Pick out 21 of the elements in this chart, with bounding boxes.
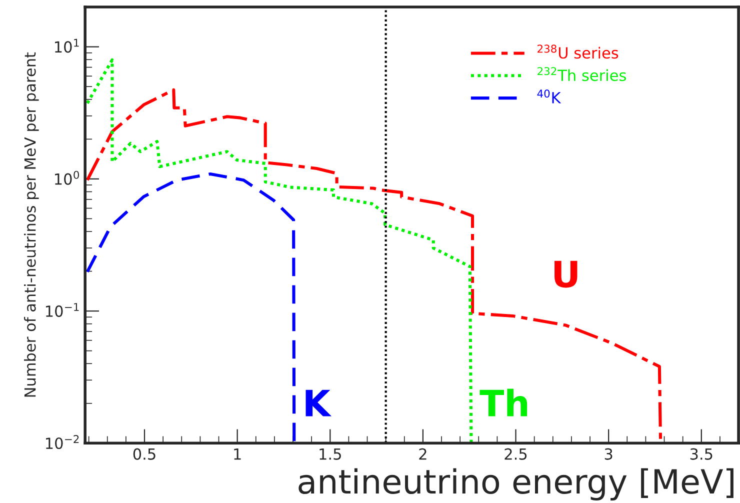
x-tick-label: 0.5 bbox=[133, 448, 156, 460]
x-tick-label: 2 bbox=[419, 448, 426, 460]
x-tick-label: 3 bbox=[604, 448, 612, 460]
y-tick-label: 10$^{0}$ bbox=[55, 170, 80, 185]
legend-label: $^{232}$Th series bbox=[538, 67, 626, 82]
legend-label: $^{40}$K bbox=[537, 90, 562, 104]
y-tick-label: 10$^{1}$ bbox=[55, 38, 79, 53]
line-series bbox=[86, 58, 473, 444]
x-tick-label: 3.5 bbox=[690, 448, 712, 460]
y-tick-label: 10$^{−2}$ bbox=[46, 435, 79, 450]
annotation: K bbox=[306, 390, 332, 416]
y-axis-title: Number of anti-neutrinos per MeV per parent bbox=[24, 52, 39, 397]
legend-label: $^{238}$U series bbox=[538, 44, 618, 59]
x-axis-title: antineutrino energy [MeV] bbox=[298, 468, 734, 500]
x-tick-label: 1.5 bbox=[320, 448, 341, 460]
y-tick-label: 10$^{−1}$ bbox=[46, 303, 79, 317]
annotation: U bbox=[554, 260, 578, 288]
line-series bbox=[86, 172, 296, 444]
x-tick-label: 1 bbox=[234, 448, 241, 460]
annotation: Th bbox=[480, 388, 528, 416]
x-tick-label: 2.5 bbox=[504, 448, 527, 460]
